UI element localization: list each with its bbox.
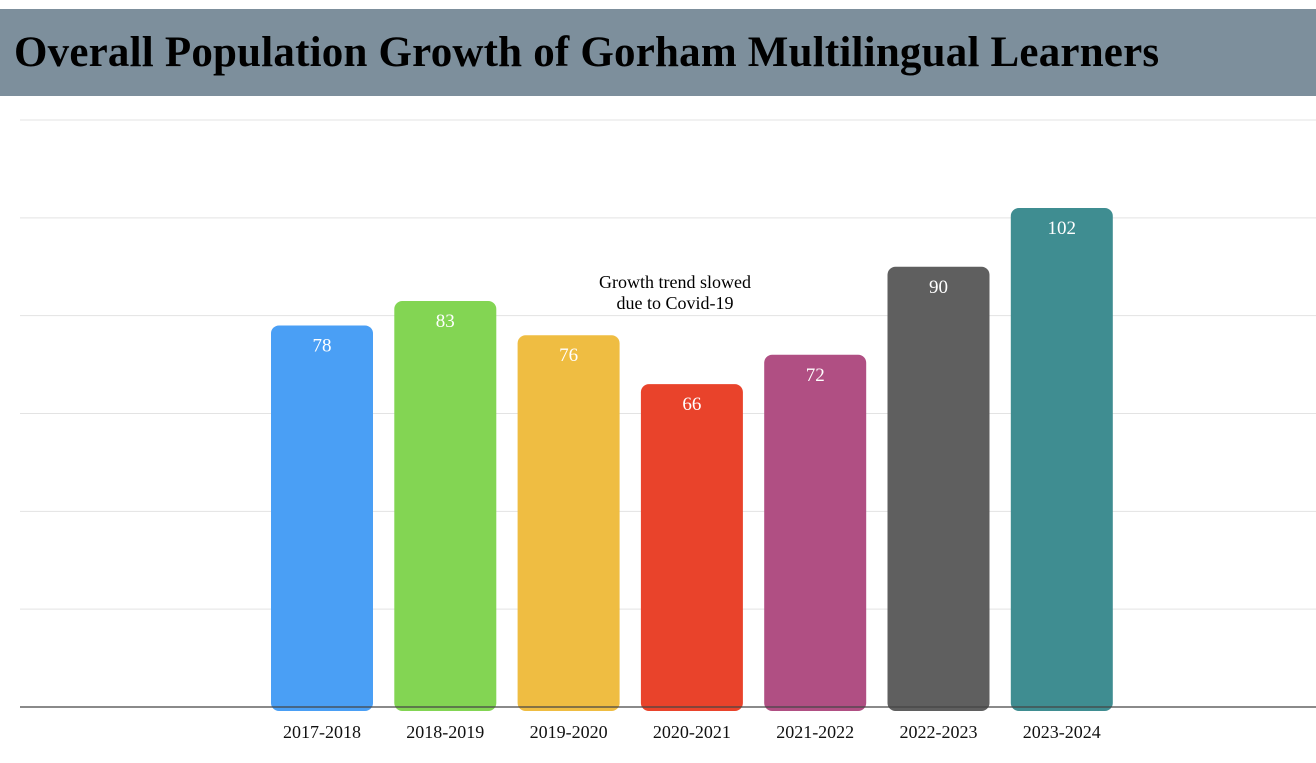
data-label-2018-2019: 83 bbox=[436, 311, 455, 332]
bar-2023-2024 bbox=[1010, 208, 1113, 712]
tick-label-2022-2023: 2022-2023 bbox=[900, 722, 978, 742]
tick-label-2021-2022: 2021-2022 bbox=[776, 722, 854, 742]
data-label-2019-2020: 76 bbox=[559, 345, 578, 366]
data-label-2021-2022: 72 bbox=[806, 365, 825, 386]
tick-label-2017-2018: 2017-2018 bbox=[283, 722, 361, 742]
data-label-2017-2018: 78 bbox=[313, 335, 332, 356]
tick-label-2023-2024: 2023-2024 bbox=[1023, 722, 1101, 742]
chart-title: Overall Population Growth of Gorham Mult… bbox=[14, 29, 1160, 76]
bar-2018-2019 bbox=[394, 300, 497, 711]
data-label-2022-2023: 90 bbox=[929, 277, 948, 298]
tick-label-2020-2021: 2020-2021 bbox=[653, 722, 731, 742]
bar-2020-2021 bbox=[640, 384, 743, 711]
bar-2019-2020 bbox=[517, 335, 620, 711]
bar-2022-2023 bbox=[887, 266, 990, 711]
tick-label-2019-2020: 2019-2020 bbox=[530, 722, 608, 742]
covid-annotation: Growth trend slowed due to Covid-19 bbox=[599, 272, 751, 313]
bar-2021-2022 bbox=[764, 354, 867, 711]
title-bar: Overall Population Growth of Gorham Mult… bbox=[0, 9, 1316, 96]
data-label-2023-2024: 102 bbox=[1048, 218, 1077, 239]
tick-label-2018-2019: 2018-2019 bbox=[406, 722, 484, 742]
data-label-2020-2021: 66 bbox=[682, 394, 701, 415]
bar-2017-2018 bbox=[271, 325, 373, 711]
